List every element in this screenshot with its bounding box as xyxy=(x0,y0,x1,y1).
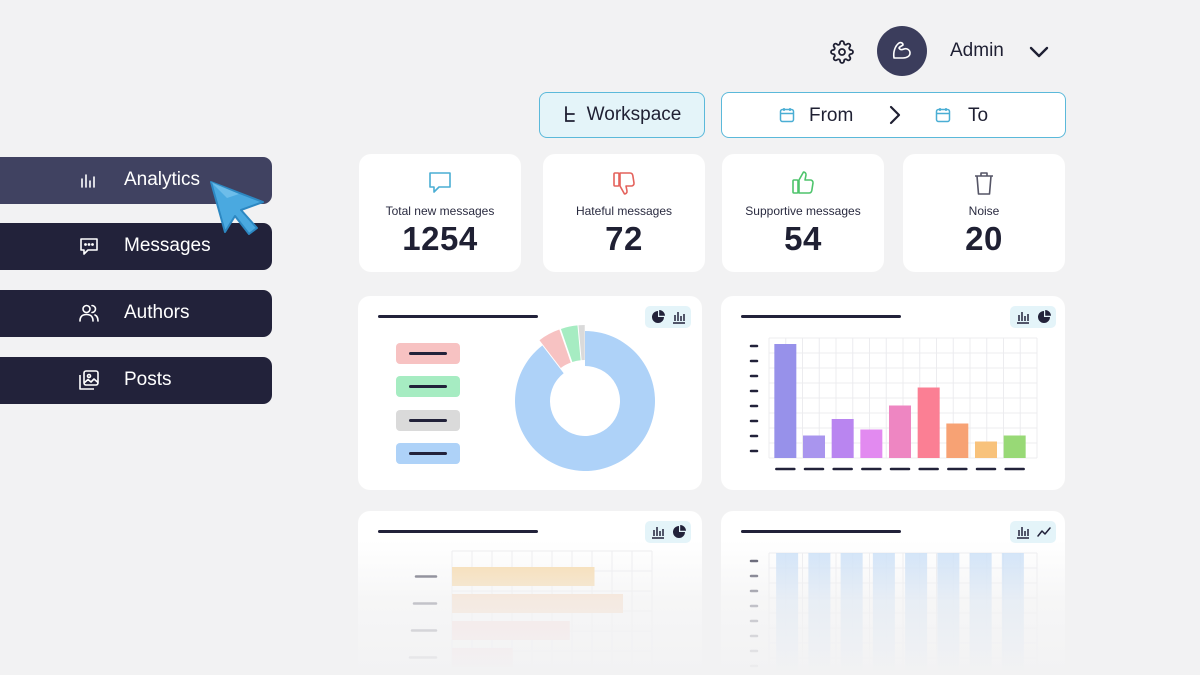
stat-card-noise[interactable]: Noise 20 xyxy=(903,154,1065,272)
bar xyxy=(452,567,595,586)
bar xyxy=(969,553,992,673)
sidebar-item-posts[interactable]: Posts xyxy=(0,357,272,404)
chart-title-placeholder xyxy=(378,530,538,533)
tree-branch-icon xyxy=(564,106,575,122)
bar-chart-icon[interactable] xyxy=(1016,525,1030,539)
sidebar-item-label: Authors xyxy=(124,302,190,323)
chevron-right-icon xyxy=(889,105,901,125)
bar xyxy=(872,553,895,673)
sidebar-item-analytics[interactable]: Analytics xyxy=(0,157,272,204)
stat-card-hateful[interactable]: Hateful messages 72 xyxy=(543,154,705,272)
donut-slice xyxy=(578,325,585,361)
bar xyxy=(776,553,799,673)
bar xyxy=(840,553,863,673)
users-icon xyxy=(79,304,99,322)
bar-chart xyxy=(749,337,1038,471)
sidebar-item-label: Messages xyxy=(124,235,211,256)
legend-item xyxy=(396,376,460,397)
column-chart xyxy=(749,552,1038,674)
workspace-button[interactable]: Workspace xyxy=(539,92,705,138)
legend-item xyxy=(396,443,460,464)
stat-value: 54 xyxy=(784,220,822,257)
pie-chart-icon[interactable] xyxy=(672,525,686,539)
bar xyxy=(917,387,940,458)
bar xyxy=(975,441,997,458)
bar xyxy=(831,419,854,458)
calendar-icon xyxy=(779,108,795,123)
flexed-arm-icon xyxy=(892,41,911,59)
calendar-icon xyxy=(935,108,951,123)
stat-card-supportive[interactable]: Supportive messages 54 xyxy=(722,154,884,272)
chart-title-placeholder xyxy=(378,315,538,318)
message-bubble-icon xyxy=(429,172,451,193)
line-chart-icon[interactable] xyxy=(1037,525,1051,539)
message-icon xyxy=(80,238,98,255)
legend-item xyxy=(396,410,460,431)
thumbs-down-icon xyxy=(613,172,635,195)
date-range-picker[interactable]: From To xyxy=(721,92,1066,138)
trash-icon xyxy=(975,172,993,195)
stat-value: 1254 xyxy=(402,220,478,257)
bar xyxy=(889,405,911,458)
sidebar-item-label: Posts xyxy=(124,369,172,390)
stat-label: Total new messages xyxy=(385,204,495,218)
bar-chart-icon[interactable] xyxy=(651,525,665,539)
sidebar-item-authors[interactable]: Authors xyxy=(0,290,272,337)
donut-slice xyxy=(560,325,581,363)
bar xyxy=(452,621,570,640)
stat-card-total[interactable]: Total new messages 1254 xyxy=(359,154,521,272)
stat-value: 20 xyxy=(965,220,1003,257)
bar xyxy=(808,553,831,673)
date-to-field[interactable]: To xyxy=(968,105,989,126)
bar xyxy=(1001,553,1024,673)
chart-title-placeholder xyxy=(741,530,901,533)
bar-chart-icon[interactable] xyxy=(672,310,686,324)
date-from-field[interactable]: From xyxy=(809,105,854,126)
chart-type-toggle[interactable] xyxy=(645,306,691,328)
stat-label: Hateful messages xyxy=(575,204,673,218)
bar xyxy=(946,423,969,458)
bar xyxy=(774,344,797,458)
bar xyxy=(452,594,623,613)
donut-chart xyxy=(515,325,655,471)
thumbs-up-icon xyxy=(792,171,814,194)
chart-card-donut xyxy=(358,296,702,490)
donut-slice xyxy=(539,329,571,368)
donut-slice xyxy=(515,331,655,471)
stat-label: Noise xyxy=(968,204,1000,218)
bar xyxy=(452,648,513,667)
chart-card-columns xyxy=(721,511,1065,675)
avatar[interactable] xyxy=(877,26,927,76)
sidebar-item-label: Analytics xyxy=(124,169,201,190)
chart-type-toggle[interactable] xyxy=(1010,306,1056,328)
bar-chart-icon[interactable] xyxy=(1016,310,1030,324)
chart-title-placeholder xyxy=(741,315,901,318)
chart-type-toggle[interactable] xyxy=(645,521,691,543)
chevron-down-icon[interactable] xyxy=(1027,40,1051,64)
stat-value: 72 xyxy=(605,220,643,257)
horizontal-bar-chart xyxy=(408,550,653,672)
bar xyxy=(1003,435,1026,458)
bar xyxy=(860,429,883,458)
pie-chart-icon[interactable] xyxy=(1037,310,1051,324)
legend-item xyxy=(396,343,460,364)
stat-label: Supportive messages xyxy=(745,204,861,218)
gear-icon[interactable] xyxy=(830,40,854,64)
chart-card-bars xyxy=(721,296,1065,490)
pie-chart-icon[interactable] xyxy=(651,310,665,324)
workspace-label: Workspace xyxy=(586,104,682,125)
chart-type-toggle[interactable] xyxy=(1010,521,1056,543)
bar-chart-icon xyxy=(81,174,95,188)
chart-card-hbars xyxy=(358,511,702,675)
user-name[interactable]: Admin xyxy=(950,40,1004,61)
bar xyxy=(803,435,825,458)
bar xyxy=(905,553,928,673)
mouse-pointer-icon xyxy=(210,181,264,235)
image-icon xyxy=(79,370,99,390)
bar xyxy=(937,553,960,673)
